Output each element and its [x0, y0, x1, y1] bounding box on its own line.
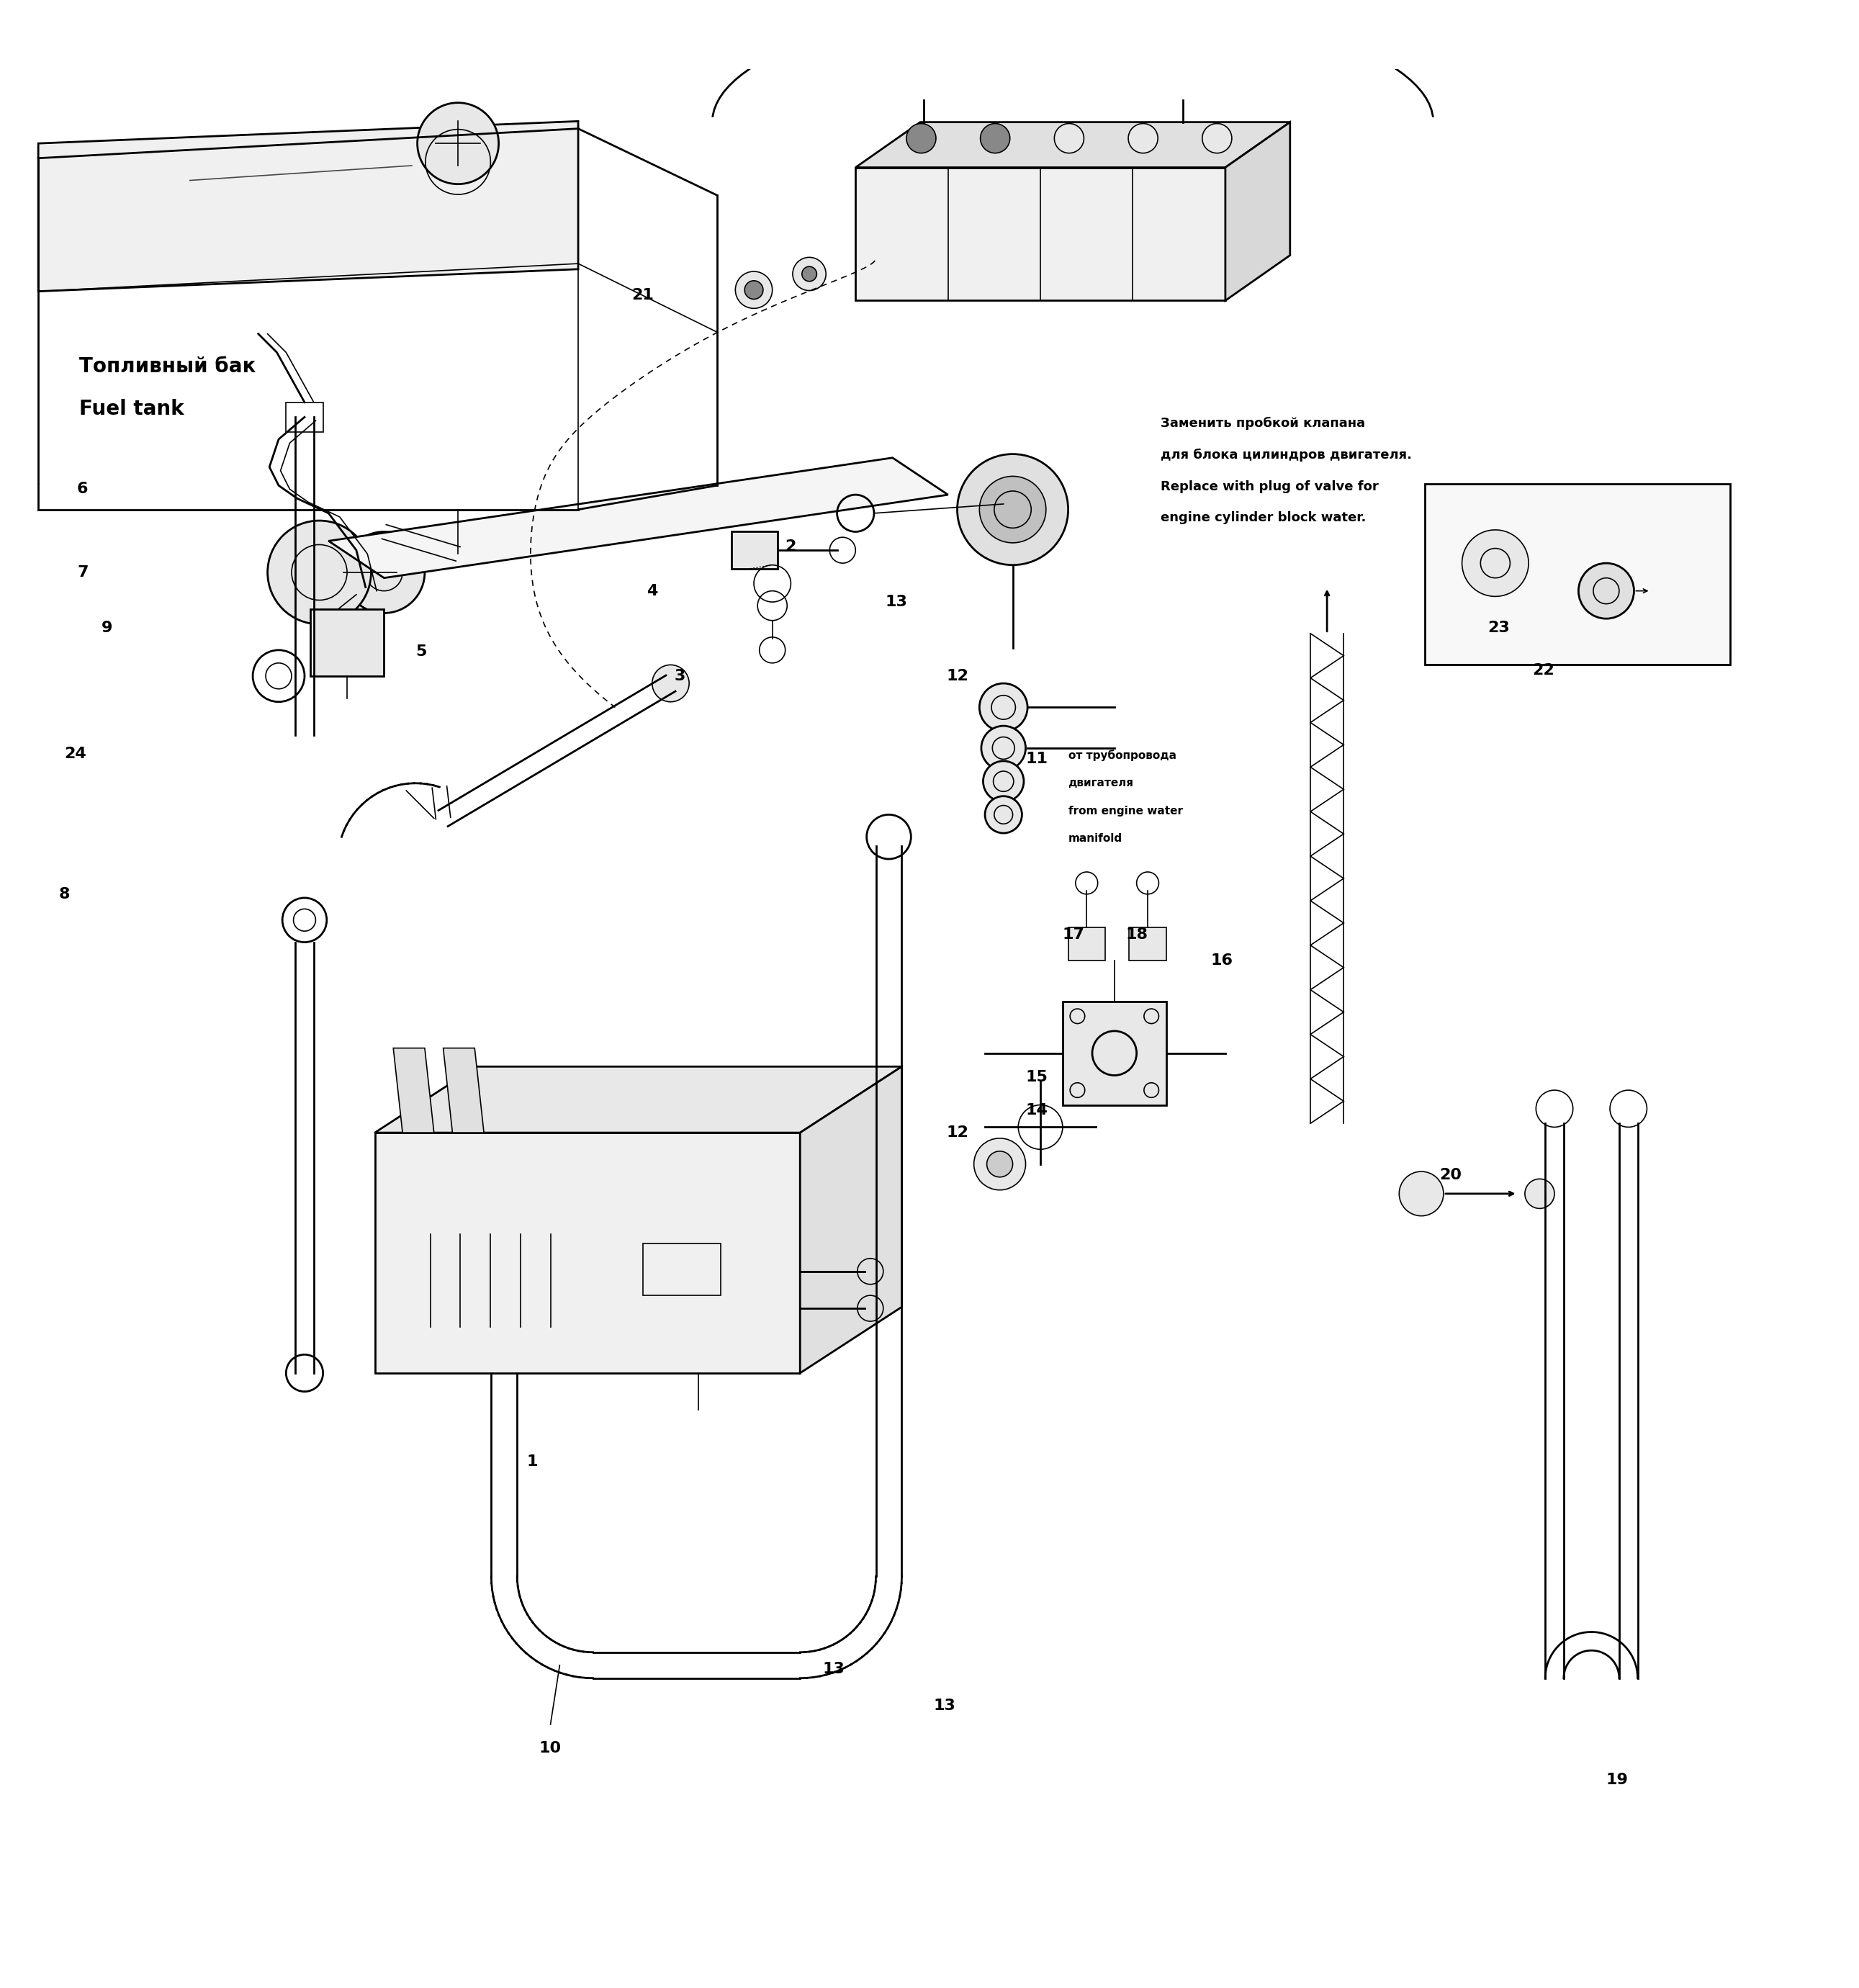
Text: 7: 7: [76, 565, 87, 580]
Circle shape: [980, 477, 1047, 543]
Text: 13: 13: [933, 1698, 956, 1714]
Circle shape: [1461, 531, 1528, 596]
Text: для блока цилиндров двигателя.: для блока цилиндров двигателя.: [1160, 449, 1411, 461]
Text: 20: 20: [1439, 1169, 1461, 1183]
Circle shape: [1578, 563, 1634, 618]
Circle shape: [957, 453, 1069, 565]
Text: Fuel tank: Fuel tank: [78, 398, 184, 419]
FancyBboxPatch shape: [1426, 483, 1731, 664]
Polygon shape: [329, 457, 948, 579]
FancyBboxPatch shape: [732, 531, 777, 569]
Circle shape: [1054, 123, 1084, 153]
Circle shape: [416, 103, 498, 185]
Circle shape: [745, 280, 762, 298]
Polygon shape: [39, 121, 578, 292]
FancyBboxPatch shape: [310, 610, 385, 676]
Text: 6: 6: [76, 481, 87, 497]
Text: 24: 24: [65, 746, 86, 761]
Text: 14: 14: [1026, 1103, 1048, 1117]
Polygon shape: [394, 1048, 433, 1133]
Text: 19: 19: [1606, 1773, 1628, 1787]
FancyBboxPatch shape: [1069, 928, 1104, 960]
Circle shape: [268, 521, 372, 624]
Circle shape: [1400, 1171, 1444, 1217]
Circle shape: [974, 1139, 1026, 1191]
Circle shape: [983, 761, 1024, 801]
Text: 10: 10: [539, 1741, 561, 1755]
Polygon shape: [376, 1068, 902, 1133]
Circle shape: [344, 531, 424, 612]
Text: 21: 21: [632, 288, 654, 302]
Circle shape: [907, 123, 935, 153]
Text: 12: 12: [946, 668, 969, 684]
Text: 9: 9: [100, 620, 112, 634]
Text: от трубопровода: от трубопровода: [1069, 749, 1177, 761]
Circle shape: [985, 795, 1022, 833]
Circle shape: [980, 684, 1028, 732]
Text: from engine water: from engine water: [1069, 805, 1182, 817]
Text: 22: 22: [1532, 664, 1554, 678]
Polygon shape: [855, 167, 1225, 300]
Text: manifold: manifold: [1069, 833, 1123, 845]
Polygon shape: [855, 121, 1290, 167]
Text: 23: 23: [1487, 620, 1510, 634]
Circle shape: [987, 1151, 1013, 1177]
Text: 15: 15: [1026, 1070, 1048, 1083]
Polygon shape: [799, 1068, 902, 1374]
Circle shape: [736, 272, 771, 308]
Text: 17: 17: [1063, 928, 1086, 942]
FancyBboxPatch shape: [1063, 1002, 1166, 1105]
Polygon shape: [376, 1133, 799, 1374]
Circle shape: [980, 123, 1009, 153]
Text: 16: 16: [1210, 954, 1233, 968]
Polygon shape: [1225, 121, 1290, 300]
Text: 18: 18: [1125, 928, 1147, 942]
Text: 11: 11: [1026, 751, 1048, 765]
FancyBboxPatch shape: [1128, 928, 1166, 960]
Text: двигателя: двигателя: [1069, 777, 1134, 789]
Text: 5: 5: [416, 644, 426, 660]
Circle shape: [792, 256, 825, 290]
Text: 8: 8: [59, 887, 71, 901]
Text: 13: 13: [822, 1662, 844, 1676]
Text: 3: 3: [675, 668, 686, 684]
Polygon shape: [442, 1048, 483, 1133]
Text: Заменить пробкой клапана: Заменить пробкой клапана: [1160, 417, 1365, 429]
Circle shape: [653, 664, 690, 702]
Circle shape: [1524, 1179, 1554, 1209]
Text: 4: 4: [647, 584, 658, 598]
Circle shape: [1203, 123, 1233, 153]
Circle shape: [1128, 123, 1158, 153]
Text: 13: 13: [885, 594, 907, 608]
Circle shape: [982, 726, 1026, 769]
Text: Replace with plug of valve for: Replace with plug of valve for: [1160, 479, 1379, 493]
Text: Топливный бак: Топливный бак: [78, 356, 257, 376]
Circle shape: [801, 266, 816, 282]
Text: 12: 12: [946, 1125, 969, 1139]
Text: 1: 1: [526, 1455, 537, 1469]
Text: 2: 2: [784, 539, 796, 555]
Text: engine cylinder block water.: engine cylinder block water.: [1160, 511, 1366, 525]
